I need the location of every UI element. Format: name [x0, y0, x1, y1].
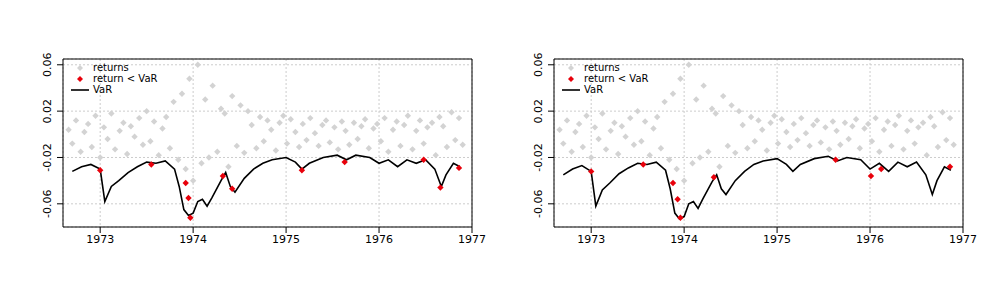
svg-text:1976: 1976: [856, 233, 884, 246]
svg-text:1977: 1977: [458, 233, 486, 246]
svg-text:-0.02: -0.02: [41, 143, 54, 171]
svg-text:-0.06: -0.06: [532, 190, 545, 218]
html-text:returns: returns: [584, 62, 620, 73]
svg-text:0.06: 0.06: [532, 53, 545, 78]
html-text:return < VaR: return < VaR: [93, 73, 158, 84]
html-text:VaR: VaR: [93, 84, 113, 95]
svg-text:1975: 1975: [272, 233, 300, 246]
svg-text:0.02: 0.02: [41, 99, 54, 124]
html-text:VaR: VaR: [584, 84, 604, 95]
svg-text:1973: 1973: [86, 233, 114, 246]
html-text:return < VaR: return < VaR: [584, 73, 649, 84]
svg-text:1977: 1977: [949, 233, 977, 246]
svg-text:1973: 1973: [577, 233, 605, 246]
svg-text:1975: 1975: [763, 233, 791, 246]
svg-text:-0.02: -0.02: [532, 143, 545, 171]
svg-text:0.06: 0.06: [41, 53, 54, 78]
svg-text:1976: 1976: [365, 233, 393, 246]
html-text:returns: returns: [93, 62, 129, 73]
svg-text:1974: 1974: [179, 233, 207, 246]
svg-text:-0.06: -0.06: [41, 190, 54, 218]
svg-text:0.02: 0.02: [532, 99, 545, 124]
svg-text:1974: 1974: [670, 233, 698, 246]
